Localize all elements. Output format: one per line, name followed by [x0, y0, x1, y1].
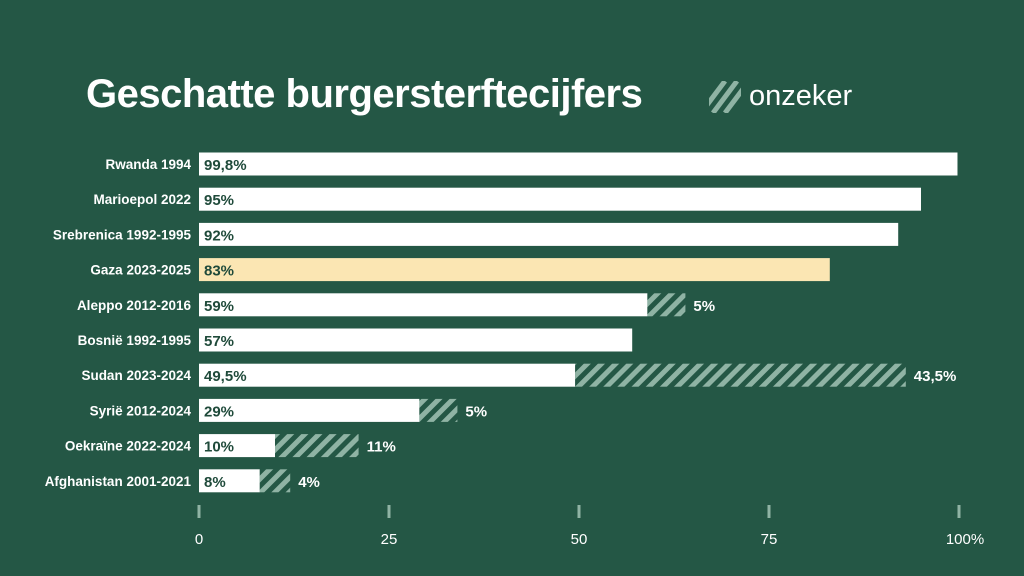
category-label: Sudan 2023-2024: [81, 368, 191, 383]
bar: [199, 434, 275, 458]
chart-title: Geschatte burgersterftecijfers: [86, 72, 643, 116]
uncertain-value-label: 4%: [298, 474, 320, 491]
x-tick-mark: [387, 505, 391, 518]
x-tick-mark: [957, 505, 961, 518]
x-tick-mark: [577, 505, 581, 518]
bar: [199, 398, 420, 422]
category-label: Aleppo 2012-2016: [77, 298, 192, 313]
uncertain-value-label: 11%: [367, 439, 396, 456]
category-label: Gaza 2023-2025: [90, 263, 191, 278]
diagonal-hatch-icon: [709, 80, 741, 113]
x-tick-mark: [197, 505, 201, 518]
bar: [199, 328, 633, 352]
legend: onzeker: [709, 80, 852, 113]
x-tick-label: 50: [571, 531, 588, 548]
x-tick-label: 75: [761, 531, 778, 548]
category-label: Bosnië 1992-1995: [78, 333, 192, 348]
bar-value-label: 8%: [204, 474, 226, 491]
bar: [199, 187, 921, 211]
x-tick-label: 100%: [946, 531, 984, 548]
bar-value-label: 83%: [204, 263, 234, 280]
category-label: Afghanistan 2001-2021: [45, 474, 192, 489]
uncertain-bar-segment: [419, 398, 458, 422]
x-tick-label: 25: [381, 531, 398, 548]
bar-value-label: 92%: [204, 227, 234, 244]
category-label: Rwanda 1994: [105, 157, 191, 172]
highlight-bar: [199, 258, 830, 282]
category-label: Marioepol 2022: [93, 192, 191, 207]
bar-value-label: 99,8%: [204, 157, 247, 174]
uncertain-value-label: 5%: [465, 403, 487, 420]
bar-value-label: 29%: [204, 403, 234, 420]
bar-value-label: 95%: [204, 192, 234, 209]
bar-value-label: 57%: [204, 333, 234, 350]
uncertain-bar-segment: [647, 293, 686, 317]
uncertain-bar-segment: [259, 469, 291, 493]
uncertain-value-label: 43,5%: [914, 368, 957, 385]
uncertain-bar-segment: [275, 434, 359, 458]
bar: [199, 293, 648, 317]
bar: [199, 363, 576, 387]
x-tick-label: 0: [195, 531, 203, 548]
bar-value-label: 59%: [204, 298, 234, 315]
category-label: Syrië 2012-2024: [90, 403, 192, 418]
bar: [199, 152, 958, 176]
category-label: Oekraïne 2022-2024: [65, 439, 192, 454]
bar-value-label: 49,5%: [204, 368, 247, 385]
uncertain-value-label: 5%: [693, 298, 715, 315]
legend-label-uncertain: onzeker: [749, 80, 853, 112]
x-tick-mark: [767, 505, 771, 518]
bar: [199, 222, 899, 246]
bar-value-label: 10%: [204, 439, 234, 456]
uncertain-bar-segment: [575, 363, 906, 387]
bar: [199, 469, 260, 493]
category-label: Srebrenica 1992-1995: [53, 227, 192, 242]
